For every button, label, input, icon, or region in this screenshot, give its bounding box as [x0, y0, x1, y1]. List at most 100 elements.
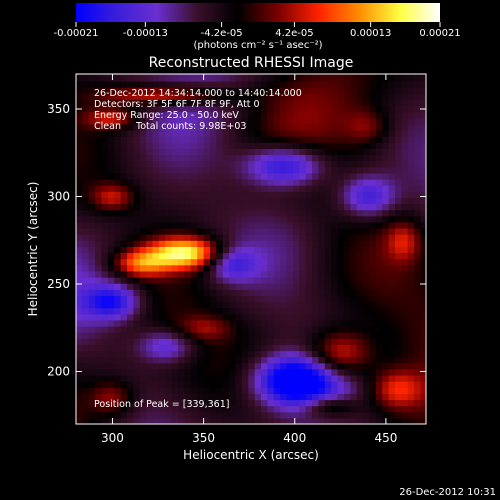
heatmap-cell [388, 319, 396, 327]
heatmap-cell [267, 74, 275, 82]
heatmap-cell [337, 117, 345, 125]
x-tick-label: 450 [374, 431, 397, 445]
heatmap-cell [350, 411, 358, 419]
heatmap-cell [363, 74, 371, 76]
heatmap-cell [248, 417, 256, 424]
heatmap-cell [343, 393, 351, 401]
heatmap-cell [261, 117, 269, 125]
heatmap-cell [171, 393, 179, 401]
heatmap-cell [280, 117, 288, 125]
heatmap-cell [114, 185, 122, 192]
heatmap-cell [88, 295, 96, 303]
heatmap-cell [165, 179, 173, 186]
heatmap-cell [363, 111, 371, 119]
heatmap-cell [114, 148, 122, 156]
heatmap-cell [312, 185, 320, 192]
heatmap-cell [382, 117, 390, 125]
heatmap-cell [273, 87, 281, 94]
heatmap-cell [203, 417, 211, 424]
heatmap-cell [388, 283, 396, 290]
heatmap-cell [133, 203, 141, 211]
heatmap-cell [375, 301, 383, 309]
heatmap-cell [88, 234, 96, 241]
heatmap-cell [273, 387, 281, 394]
heatmap-cell [388, 142, 396, 149]
heatmap-cell [107, 368, 115, 376]
heatmap-cell [337, 221, 345, 229]
heatmap-cell [241, 215, 249, 223]
heatmap-cell [261, 203, 269, 211]
heatmap-cell [299, 99, 307, 107]
heatmap-cell [76, 154, 83, 162]
heatmap-cell [184, 234, 192, 241]
heatmap-cell [222, 289, 230, 296]
heatmap-cell [241, 411, 249, 419]
heatmap-cell [407, 240, 415, 247]
heatmap-cell [158, 172, 166, 180]
heatmap-cell [127, 117, 135, 125]
heatmap-cell [350, 319, 358, 327]
heatmap-cell [222, 209, 230, 217]
heatmap-cell [165, 326, 173, 333]
heatmap-cell [114, 270, 122, 278]
heatmap-cell [343, 387, 351, 394]
heatmap-cell [127, 209, 135, 217]
heatmap-cell [414, 375, 422, 382]
heatmap-cell [356, 283, 364, 290]
heatmap-cell [165, 270, 173, 278]
heatmap-cell [273, 319, 281, 327]
heatmap-cell [203, 99, 211, 107]
heatmap-cell [139, 362, 147, 370]
heatmap-cell [190, 332, 198, 339]
heatmap-cell [401, 203, 409, 211]
heatmap-cell [407, 411, 415, 419]
heatmap-cell [229, 74, 237, 76]
heatmap-cell [261, 111, 269, 119]
heatmap-cell [414, 130, 422, 137]
heatmap-cell [356, 399, 364, 407]
heatmap-cell [209, 387, 217, 394]
heatmap-cell [299, 258, 307, 266]
heatmap-cell [273, 411, 281, 419]
heatmap-cell [88, 221, 96, 229]
heatmap-cell [114, 74, 122, 76]
heatmap-cell [127, 105, 135, 113]
heatmap-cell [171, 221, 179, 229]
heatmap-cell [178, 130, 186, 137]
heatmap-cell [356, 99, 364, 107]
heatmap-cell [76, 301, 83, 309]
heatmap-cell [133, 338, 141, 345]
heatmap-cell [178, 258, 186, 266]
heatmap-cell [171, 283, 179, 290]
heatmap-cell [369, 375, 377, 382]
heatmap-cell [414, 313, 422, 321]
heatmap-cell [107, 105, 115, 113]
heatmap-cell [107, 387, 115, 394]
heatmap-cell [395, 228, 402, 235]
heatmap-cell [363, 277, 371, 284]
heatmap-cell [375, 154, 383, 162]
heatmap-cell [216, 221, 224, 229]
peak-position-label: Position of Peak = [339,361] [94, 399, 229, 410]
colorbar-tick-label: -0.00021 [54, 28, 99, 39]
heatmap-cell [267, 136, 275, 143]
heatmap-cell [171, 234, 179, 241]
heatmap-cell [114, 350, 122, 358]
heatmap-cell [184, 74, 192, 76]
heatmap-cell [356, 362, 364, 370]
heatmap-cell [324, 405, 332, 413]
heatmap-cell [165, 228, 173, 235]
heatmap-cell [203, 362, 211, 370]
heatmap-cell [267, 332, 275, 339]
heatmap-cell [395, 344, 402, 352]
heatmap-cell [114, 393, 122, 401]
heatmap-cell [318, 99, 326, 107]
heatmap-cell [261, 270, 269, 278]
heatmap-cell [273, 270, 281, 278]
heatmap-cell [318, 209, 326, 217]
heatmap-cell [146, 307, 154, 315]
heatmap-cell [127, 307, 135, 315]
heatmap-cell [133, 87, 141, 94]
heatmap-cell [420, 136, 426, 143]
heatmap-cell [178, 111, 186, 119]
